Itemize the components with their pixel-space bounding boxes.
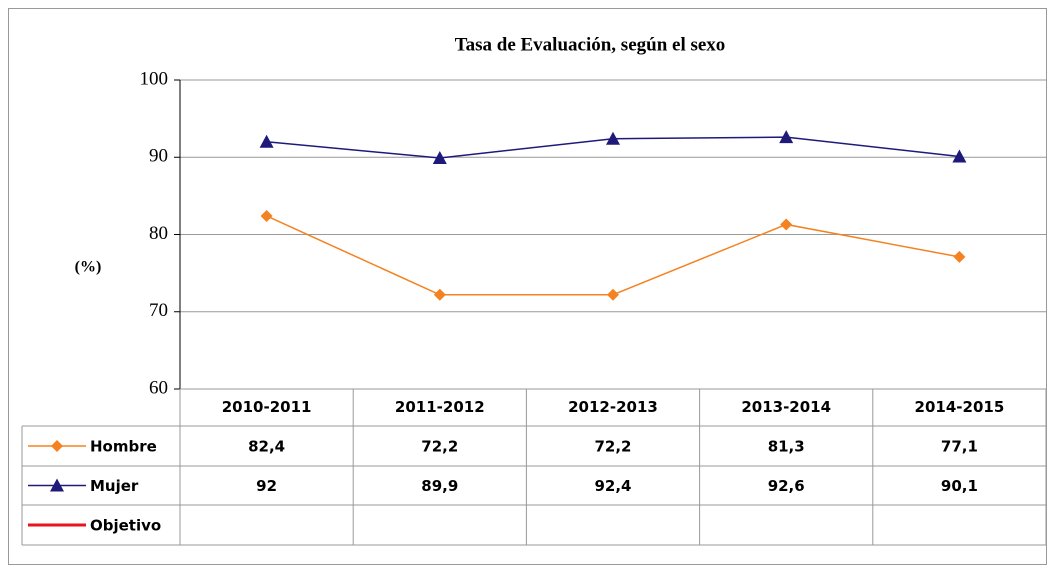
data-point — [952, 149, 967, 163]
table-value: 89,9 — [421, 477, 458, 495]
y-tick-label: 80 — [149, 223, 168, 244]
y-tick-label: 90 — [149, 146, 168, 167]
table-value: 92,6 — [768, 477, 805, 495]
chart-title: Tasa de Evaluación, según el sexo — [455, 34, 726, 55]
x-tick-label: 2011-2012 — [395, 398, 485, 416]
data-point — [953, 250, 966, 263]
legend-marker — [51, 440, 63, 452]
y-axis-label: (%) — [75, 259, 102, 276]
table-value: 92,4 — [594, 477, 631, 495]
data-point — [607, 288, 619, 301]
table-value: 81,3 — [768, 438, 805, 456]
y-tick-label: 100 — [140, 68, 169, 89]
y-tick-label: 60 — [149, 377, 168, 398]
x-tick-label: 2010-2011 — [222, 398, 312, 416]
legend-label: Mujer — [90, 477, 139, 495]
legend-label: Objetivo — [90, 517, 161, 535]
chart-frame — [8, 8, 1047, 565]
data-point — [779, 130, 794, 144]
data-point — [606, 131, 620, 145]
data-point — [432, 151, 447, 165]
y-tick-label: 70 — [149, 300, 168, 321]
data-point — [780, 218, 793, 231]
x-tick-label: 2013-2014 — [741, 398, 831, 416]
table-value: 72,2 — [594, 438, 631, 456]
x-tick-label: 2014-2015 — [915, 398, 1005, 416]
data-point — [260, 209, 273, 222]
table-value: 82,4 — [248, 438, 285, 456]
table-value: 92 — [256, 477, 277, 495]
data-point — [433, 288, 446, 301]
data-point — [259, 134, 274, 148]
legend-marker — [50, 478, 64, 492]
legend-label: Hombre — [90, 438, 157, 456]
x-tick-label: 2012-2013 — [568, 398, 658, 416]
table-value: 90,1 — [941, 477, 978, 495]
table-value: 72,2 — [421, 438, 458, 456]
table-value: 77,1 — [941, 438, 978, 456]
